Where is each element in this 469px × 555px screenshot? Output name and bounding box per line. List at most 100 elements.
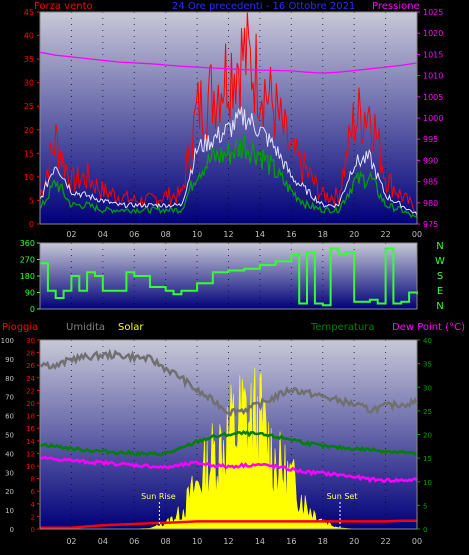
humidity-y-tick-label: 80	[5, 375, 14, 383]
wind-x-tick-label: 14	[255, 230, 265, 239]
temperature-y-tick-label: 15	[423, 455, 432, 463]
rain-y-tick-label: 4	[31, 501, 36, 509]
compass-label-s: S	[437, 271, 443, 282]
humidity-series	[39, 348, 419, 418]
pressure-y-tick-label: 1010	[423, 72, 443, 81]
wind-y-tick-label: 10	[24, 173, 34, 182]
temperature-y-tick-label: 25	[423, 408, 432, 416]
rain-y-tick-label: 2	[31, 513, 35, 521]
solar-x-tick-label: 20	[349, 537, 359, 546]
solar-x-tick-label: 12	[223, 537, 233, 546]
humidity-y-tick-label: 50	[5, 432, 14, 440]
wind-x-tick-label: 18	[318, 230, 328, 239]
wind-y-tick-label: 20	[24, 126, 34, 135]
wind-y-tick-label: 40	[24, 32, 34, 41]
pressure-y-tick-label: 990	[423, 156, 438, 165]
solar-x-tick-label: 14	[255, 537, 265, 546]
sunrise-label: Sun Rise	[141, 492, 176, 501]
rain-y-tick-label: 20	[26, 400, 35, 408]
wind-y-tick-label: 0	[29, 220, 34, 229]
wind-average-series	[39, 135, 418, 219]
wind-x-tick-label: 08	[161, 230, 171, 239]
direction-y-tick-label: 360	[20, 239, 35, 248]
rain-y-tick-label: 8	[31, 476, 35, 484]
wind-y-tick-label: 25	[24, 102, 34, 111]
solar-x-tick-label: 18	[318, 537, 328, 546]
dewpoint-series	[39, 456, 418, 484]
wind-x-tick-label: 16	[286, 230, 296, 239]
solar-x-tick-label: 00	[412, 537, 422, 546]
wind-x-tick-label: 02	[66, 230, 76, 239]
sunset-label: Sun Set	[327, 492, 358, 501]
solar-x-tick-label: 08	[161, 537, 171, 546]
temperature-y-tick-label: 0	[423, 526, 427, 534]
pressure-y-tick-label: 1025	[423, 8, 443, 17]
rain-y-tick-label: 18	[26, 413, 35, 421]
rain-y-tick-label: 28	[26, 350, 35, 358]
wind-y-tick-label: 45	[24, 8, 34, 17]
wind-y-tick-label: 5	[29, 196, 34, 205]
wind-speed-label: Forza vento	[34, 1, 93, 12]
compass-label-n: N	[436, 301, 443, 312]
wind-x-tick-label: 10	[192, 230, 202, 239]
wind-x-tick-label: 00	[412, 230, 422, 239]
solar-x-tick-label: 10	[192, 537, 202, 546]
humidity-y-tick-label: 30	[5, 469, 14, 477]
pressure-y-tick-label: 975	[423, 220, 438, 229]
wind-x-tick-label: 04	[98, 230, 108, 239]
temperature-y-tick-label: 35	[423, 361, 432, 369]
compass-label-w: W	[435, 256, 445, 267]
wind-x-tick-label: 22	[380, 230, 390, 239]
solar-x-tick-label: 04	[98, 537, 108, 546]
humidity-y-tick-label: 100	[1, 337, 14, 345]
wind-x-tick-label: 06	[129, 230, 139, 239]
humidity-y-tick-label: 20	[5, 488, 14, 496]
solar-x-tick-label: 06	[129, 537, 139, 546]
wind-gust-series	[39, 11, 418, 214]
rain-y-tick-label: 12	[26, 450, 35, 458]
solar-x-tick-label: 02	[66, 537, 76, 546]
pressure-label: Pressione	[372, 1, 420, 12]
temperature-y-tick-label: 40	[423, 337, 432, 345]
rain-series	[40, 519, 417, 529]
rain-y-tick-label: 22	[26, 387, 35, 395]
humidity-y-tick-label: 0	[10, 526, 14, 534]
humidity-y-tick-label: 60	[5, 413, 14, 421]
rain-y-tick-label: 26	[26, 362, 35, 370]
rain-y-tick-label: 0	[31, 526, 35, 534]
pressure-y-tick-label: 1015	[423, 50, 443, 59]
wind-x-tick-label: 20	[349, 230, 359, 239]
pressure-y-tick-label: 1000	[423, 114, 443, 123]
wind-y-tick-label: 30	[24, 79, 34, 88]
pressure-y-tick-label: 980	[423, 199, 438, 208]
humidity-label: Umidita	[66, 322, 106, 333]
solar-temperature-chart: Sun Rise Sun Set0102030405060708090100024…	[1, 337, 432, 546]
rain-y-tick-label: 16	[26, 425, 35, 433]
wind-mean-series	[39, 106, 418, 217]
solar-x-tick-label: 16	[286, 537, 296, 546]
direction-y-tick-label: 270	[20, 256, 35, 265]
humidity-y-tick-label: 70	[5, 394, 14, 402]
direction-y-tick-label: 90	[25, 289, 35, 298]
temperature-y-tick-label: 20	[423, 432, 432, 440]
temperature-y-tick-label: 30	[423, 384, 432, 392]
rain-y-tick-label: 6	[31, 488, 36, 496]
wind-direction-series	[40, 247, 418, 307]
pressure-y-tick-label: 985	[423, 178, 438, 187]
wind-y-tick-label: 35	[24, 55, 34, 64]
direction-y-tick-label: 180	[20, 272, 35, 281]
solar-x-tick-label: 22	[380, 537, 390, 546]
compass-label-e: E	[437, 286, 443, 297]
humidity-y-tick-label: 40	[5, 450, 14, 458]
rain-y-tick-label: 10	[26, 463, 35, 471]
rain-y-tick-label: 14	[26, 438, 35, 446]
period-title: 24 Ore precedenti - 16 Ottobre 2021	[172, 1, 356, 12]
temperature-series	[39, 429, 418, 457]
wind-y-tick-label: 15	[24, 149, 34, 158]
dewpoint-label: Dew Point (°C)	[392, 322, 466, 333]
rain-y-tick-label: 30	[26, 337, 35, 345]
rain-y-tick-label: 24	[26, 375, 35, 383]
